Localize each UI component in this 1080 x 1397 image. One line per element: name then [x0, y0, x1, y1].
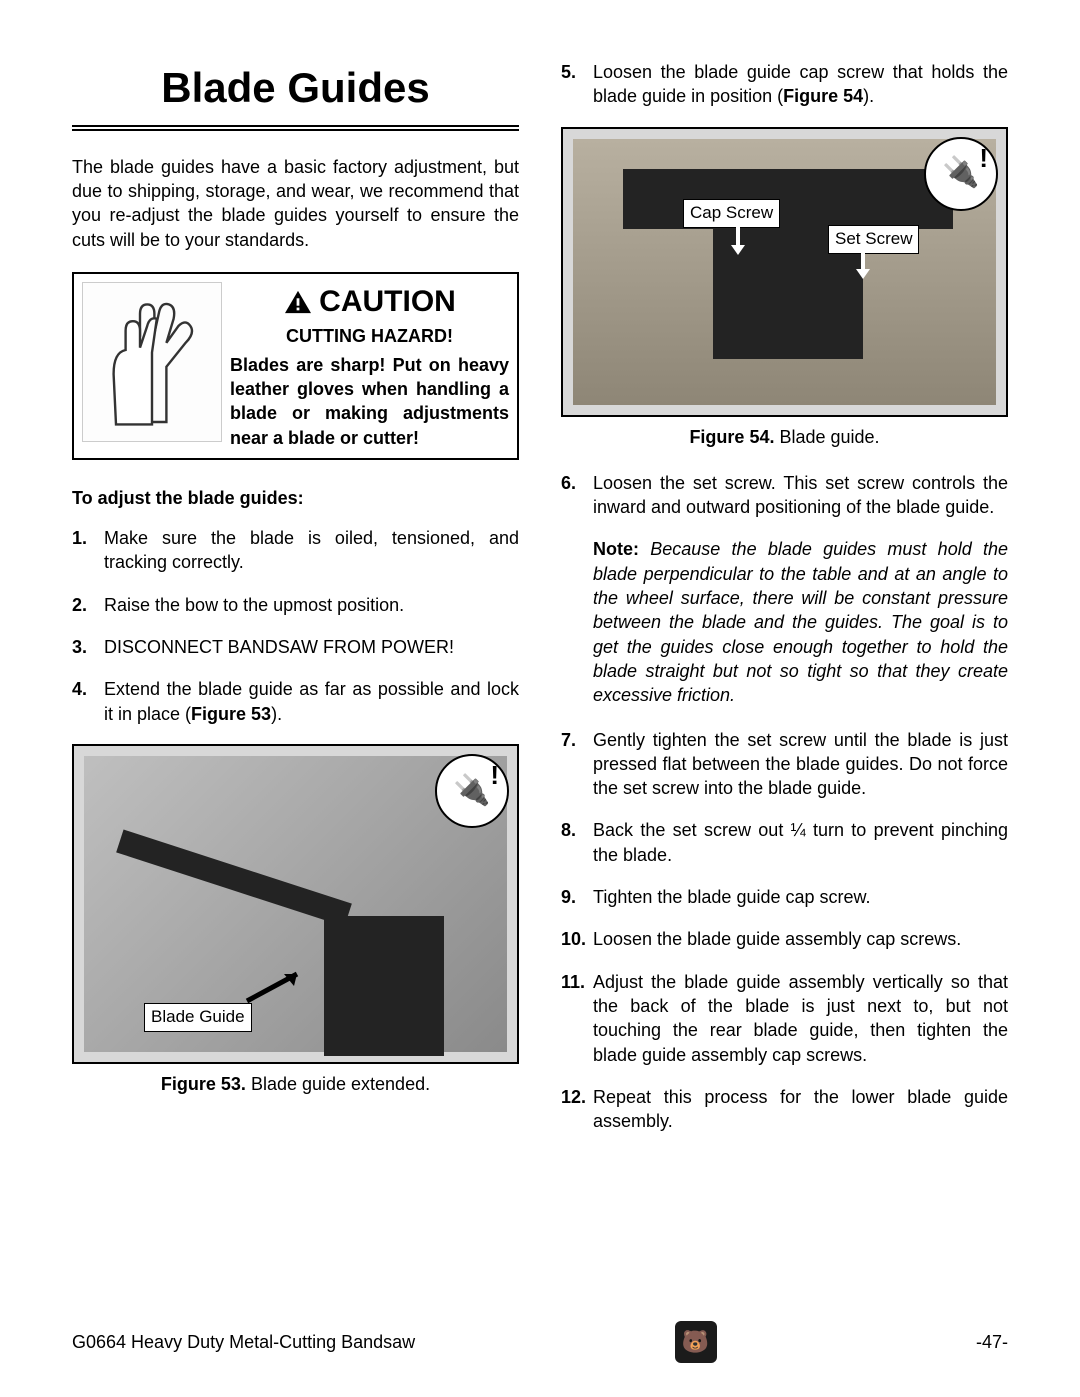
- step-body: Adjust the blade guide assembly vertical…: [593, 970, 1008, 1067]
- step-number: 11.: [561, 970, 593, 1067]
- caution-body: Blades are sharp! Put on heavy leather g…: [230, 353, 509, 450]
- steps-left: 1.Make sure the blade is oiled, tensione…: [72, 526, 519, 726]
- footer-left: G0664 Heavy Duty Metal-Cutting Bandsaw: [72, 1330, 415, 1354]
- figure-53-label: Blade Guide: [144, 1003, 252, 1032]
- exclamation-icon: !: [490, 758, 499, 793]
- figure-53-caption-label: Figure 53.: [161, 1074, 246, 1094]
- step-number: 1.: [72, 526, 104, 575]
- step-number: 9.: [561, 885, 593, 909]
- figure-54-caption-label: Figure 54.: [689, 427, 774, 447]
- list-item: 10.Loosen the blade guide assembly cap s…: [561, 927, 1008, 951]
- figure-54: ! 🔌 Cap Screw Set Screw: [561, 127, 1008, 417]
- unplug-icon-2: ! 🔌: [924, 137, 998, 211]
- step-body: Raise the bow to the upmost position.: [104, 593, 519, 617]
- list-item: 9.Tighten the blade guide cap screw.: [561, 885, 1008, 909]
- figure-53-body: [324, 916, 444, 1056]
- list-item: 6. Loosen the set screw. This set screw …: [561, 471, 1008, 520]
- list-item: 3.DISCONNECT BANDSAW FROM POWER!: [72, 635, 519, 659]
- warning-triangle-icon: [283, 289, 313, 315]
- figure-54-caption-text: Blade guide.: [774, 427, 879, 447]
- figure-53-caption: Figure 53. Blade guide extended.: [72, 1072, 519, 1096]
- left-column: Blade Guides The blade guides have a bas…: [72, 60, 519, 1151]
- step-number: 2.: [72, 593, 104, 617]
- caution-subheading: CUTTING HAZARD!: [230, 324, 509, 348]
- caution-box: CAUTION CUTTING HAZARD! Blades are sharp…: [72, 272, 519, 460]
- steps-right-top: 5.Loosen the blade guide cap screw that …: [561, 60, 1008, 109]
- list-item: 8.Back the set screw out ¼ turn to preve…: [561, 818, 1008, 867]
- intro-paragraph: The blade guides have a basic factory ad…: [72, 155, 519, 252]
- list-item: 2.Raise the bow to the upmost position.: [72, 593, 519, 617]
- step-number: 3.: [72, 635, 104, 659]
- step-body: Extend the blade guide as far as possibl…: [104, 677, 519, 726]
- step-number: 5.: [561, 60, 593, 109]
- right-column: 5.Loosen the blade guide cap screw that …: [561, 60, 1008, 1151]
- steps-right-rest: 7.Gently tighten the set screw until the…: [561, 728, 1008, 1134]
- list-item: 1.Make sure the blade is oiled, tensione…: [72, 526, 519, 575]
- title-rule-1: [72, 125, 519, 127]
- page-footer: G0664 Heavy Duty Metal-Cutting Bandsaw 🐻…: [72, 1321, 1008, 1363]
- step-body: Make sure the blade is oiled, tensioned,…: [104, 526, 519, 575]
- brand-logo-icon: 🐻: [675, 1321, 717, 1363]
- note-block: Note: Because the blade guides must hold…: [593, 537, 1008, 707]
- step-body: Loosen the set screw. This set screw con…: [593, 471, 1008, 520]
- figure-54-arrow-set: [848, 247, 878, 287]
- step-body: DISCONNECT BANDSAW FROM POWER!: [104, 635, 519, 659]
- note-body: Because the blade guides must hold the b…: [593, 539, 1008, 705]
- plug-icon: 🔌: [453, 771, 490, 812]
- step-body: Back the set screw out ¼ turn to prevent…: [593, 818, 1008, 867]
- list-item: 7.Gently tighten the set screw until the…: [561, 728, 1008, 801]
- step-body: Tighten the blade guide cap screw.: [593, 885, 1008, 909]
- figure-53-caption-text: Blade guide extended.: [246, 1074, 430, 1094]
- exclamation-icon-2: !: [979, 141, 988, 176]
- step-body: Loosen the blade guide assembly cap scre…: [593, 927, 1008, 951]
- list-item: 5.Loosen the blade guide cap screw that …: [561, 60, 1008, 109]
- step-number: 12.: [561, 1085, 593, 1134]
- caution-text: CAUTION CUTTING HAZARD! Blades are sharp…: [230, 282, 509, 450]
- steps-right-6: 6. Loosen the set screw. This set screw …: [561, 471, 1008, 520]
- figure-ref: Figure 54: [783, 86, 863, 106]
- figure-ref: Figure 53: [191, 704, 271, 724]
- note-label: Note:: [593, 539, 639, 559]
- adjust-heading: To adjust the blade guides:: [72, 486, 519, 510]
- step-number: 8.: [561, 818, 593, 867]
- title-rule-2: [72, 129, 519, 131]
- caution-heading: CAUTION: [230, 282, 509, 323]
- step-body: Repeat this process for the lower blade …: [593, 1085, 1008, 1134]
- step-number: 10.: [561, 927, 593, 951]
- unplug-icon: ! 🔌: [435, 754, 509, 828]
- step-number: 6.: [561, 471, 593, 520]
- page-title: Blade Guides: [72, 60, 519, 117]
- step-body: Loosen the blade guide cap screw that ho…: [593, 60, 1008, 109]
- gloves-illustration: [82, 282, 222, 442]
- step-number: 7.: [561, 728, 593, 801]
- step-number: 4.: [72, 677, 104, 726]
- step-body: Gently tighten the set screw until the b…: [593, 728, 1008, 801]
- figure-54-caption: Figure 54. Blade guide.: [561, 425, 1008, 449]
- plug-icon-2: 🔌: [942, 153, 979, 194]
- caution-word: CAUTION: [319, 282, 456, 323]
- list-item: 11.Adjust the blade guide assembly verti…: [561, 970, 1008, 1067]
- list-item: 12.Repeat this process for the lower bla…: [561, 1085, 1008, 1134]
- footer-page-number: -47-: [976, 1330, 1008, 1354]
- gloves-icon: [92, 287, 212, 437]
- list-item: 4.Extend the blade guide as far as possi…: [72, 677, 519, 726]
- figure-54-arrow-cap: [723, 221, 753, 261]
- figure-53: ! 🔌 Blade Guide: [72, 744, 519, 1064]
- figure-53-arrow: [242, 966, 312, 1006]
